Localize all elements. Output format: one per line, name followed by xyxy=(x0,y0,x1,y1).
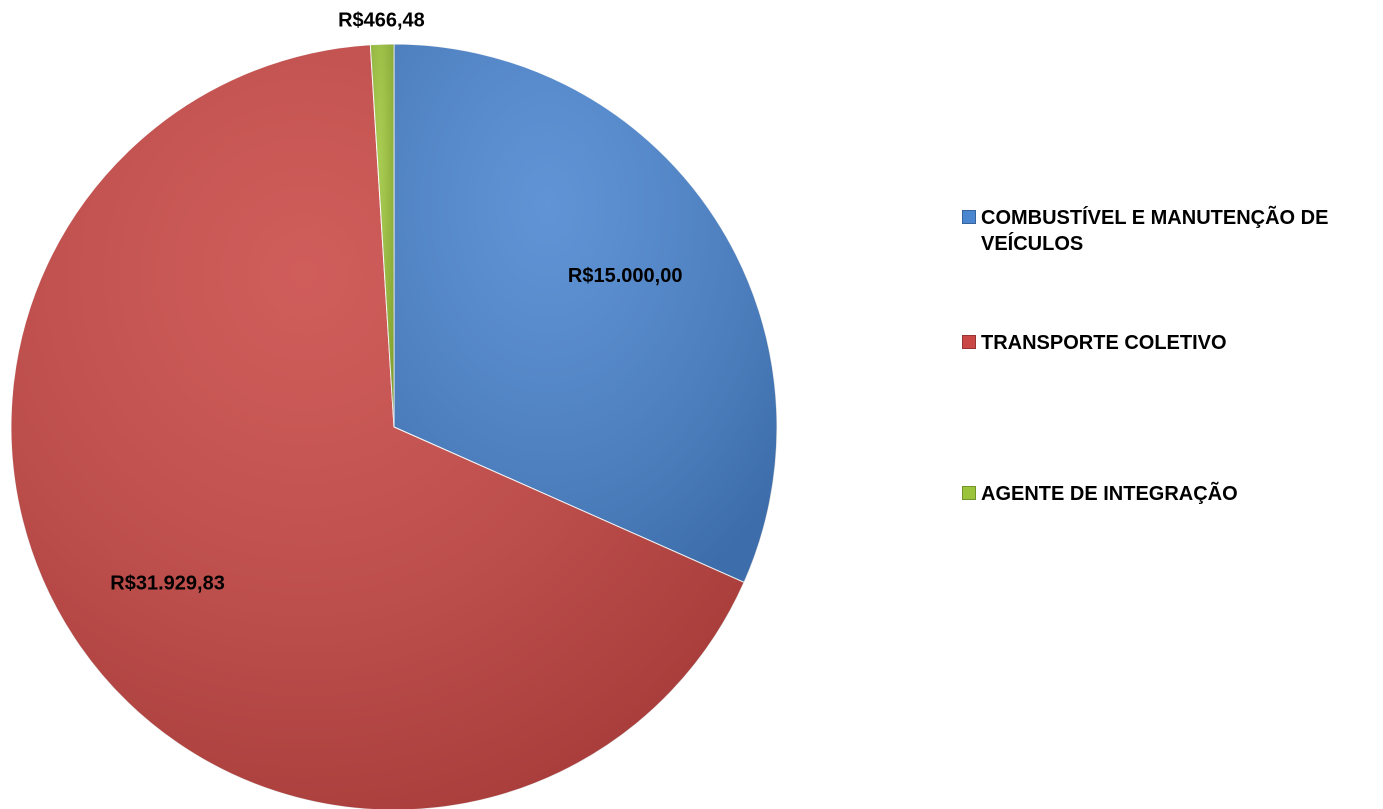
data-label: R$31.929,83 xyxy=(110,573,225,595)
legend-swatch xyxy=(962,335,976,349)
legend-label: TRANSPORTE COLETIVO xyxy=(981,332,1227,354)
legend-swatch xyxy=(962,486,976,500)
data-label: R$15.000,00 xyxy=(568,265,683,287)
legend-label: AGENTE DE INTEGRAÇÃO xyxy=(981,483,1238,505)
legend-swatch xyxy=(962,210,976,224)
legend-item: TRANSPORTE COLETIVO xyxy=(962,330,1372,356)
legend-item: COMBUSTÍVEL E MANUTENÇÃO DE VEÍCULOS xyxy=(962,205,1372,257)
legend-item: AGENTE DE INTEGRAÇÃO xyxy=(962,481,1372,507)
data-label: R$466,48 xyxy=(338,9,425,31)
legend-label: COMBUSTÍVEL E MANUTENÇÃO DE VEÍCULOS xyxy=(981,207,1329,255)
